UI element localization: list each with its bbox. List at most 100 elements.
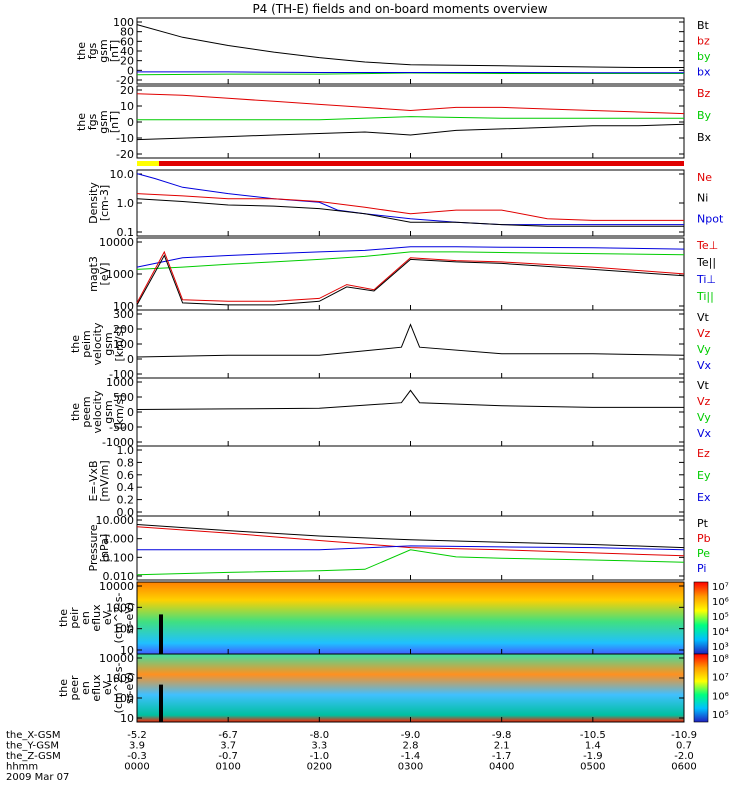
legend-Te||: Te|| (696, 256, 716, 269)
ytick-label: 20 (120, 84, 134, 97)
mode-bar-slow (137, 161, 159, 166)
legend-Npot: Npot (697, 212, 724, 225)
ytick-label: 1.000 (103, 533, 135, 546)
colorbar-label: 10⁶ (712, 597, 729, 608)
series-Ni (136, 198, 684, 227)
ytick-label: 1000 (106, 268, 134, 281)
colorbar-label: 10⁵ (712, 710, 729, 721)
orbit-value: 0100 (215, 762, 240, 773)
panel-7: 1.00.80.60.40.20.0 E=-VxB[mV/m] Ez Ey Ex (87, 444, 711, 519)
orbit-value: -1.9 (583, 751, 603, 762)
orbit-value: -5.2 (127, 730, 147, 741)
legend-Ti⊥: Ti⊥ (696, 273, 716, 286)
series-Pb (136, 526, 685, 557)
ytick-label: -20 (116, 148, 134, 161)
ytick-label: 100 (113, 338, 134, 351)
data-gap (159, 614, 163, 654)
orbit-value: -1.0 (310, 751, 330, 762)
ytick-label: 10 (120, 100, 134, 113)
ylabel: thefgsgsm[nT] (75, 110, 121, 133)
ylabel: E=-VxB[mV/m] (87, 460, 111, 501)
legend-Vx: Vx (697, 359, 712, 372)
colorbar-label: 10⁷ (712, 673, 729, 684)
orbit-value: 2.1 (494, 741, 510, 752)
ytick-label: 10 (120, 712, 134, 725)
orbit-value: 0.7 (676, 741, 692, 752)
ytick-label: 100 (113, 300, 134, 313)
orbit-value: -2.0 (674, 751, 694, 762)
series-Pe (136, 549, 685, 576)
ytick-label: 1.0 (117, 444, 135, 457)
ytick-label: 20 (120, 55, 134, 68)
legend-Pt: Pt (697, 517, 709, 530)
ytick-label: 0 (127, 64, 134, 77)
ytick-label: -1000 (102, 436, 134, 449)
ytick-label: 0.6 (117, 469, 135, 482)
ytick-label: 100 (113, 692, 134, 705)
legend-Bx: Bx (697, 131, 712, 144)
panel-10: 10⁸ 10⁷ 10⁶ 10⁵ 10000 1000 100 10thepeereneflux… (57, 652, 729, 725)
colorbar-label: 10⁵ (712, 612, 729, 623)
legend-bz: bz (697, 35, 710, 48)
legend-Ti||: Ti|| (696, 290, 714, 303)
ytick-label: 10.0 (110, 168, 135, 181)
ytick-label: 300 (113, 308, 134, 321)
orbit-value: -6.7 (218, 730, 238, 741)
ytick-label: -10 (116, 132, 134, 145)
legend-Te⊥: Te⊥ (696, 239, 718, 252)
orbit-value: -1.4 (401, 751, 421, 762)
legend-Vz: Vz (697, 327, 711, 340)
orbit-value: 0300 (398, 762, 423, 773)
ytick-label: 0 (127, 116, 134, 129)
ylabel: magt3[eV] (87, 256, 111, 292)
ytick-label: 60 (120, 35, 134, 48)
legend-Ez: Ez (697, 447, 710, 460)
ytick-label: -500 (109, 421, 134, 434)
ytick-label: -20 (116, 74, 134, 87)
panel-frame (136, 85, 685, 159)
ytick-label: 200 (113, 323, 134, 336)
orbit-value: -9.8 (492, 730, 512, 741)
series-Vt (136, 389, 684, 410)
ytick-label: 0 (127, 353, 134, 366)
colorbar-label: 10⁴ (712, 627, 729, 638)
series-by (136, 72, 684, 76)
legend-Vy: Vy (697, 411, 711, 424)
ytick-label: 10000 (99, 236, 134, 249)
ylabel: thefgsgsm[nT] (75, 39, 121, 62)
legend-Bz: Bz (697, 87, 711, 100)
panel-5: 300 200 100 0 -100 thepeimvelocitygsm[km/s] Vt… (69, 308, 712, 381)
series-bx (137, 71, 684, 74)
ytick-label: 0.4 (117, 481, 135, 494)
panel-2: 20 10 0 -10 -20 thefgsgsm[nT] Bz By Bx (75, 84, 712, 161)
ytick-label: 1000 (106, 601, 134, 614)
colorbar (693, 581, 709, 655)
ytick-label: 100 (113, 16, 134, 29)
orbit-value: -10.9 (671, 730, 697, 741)
series-Ti|| (136, 251, 685, 270)
spectrogram (137, 582, 684, 654)
ytick-label: -100 (109, 368, 134, 381)
ylabel: thepeerenefluxeV(cm^2-s-sr-eV) (57, 663, 136, 714)
legend-Pi: Pi (697, 562, 706, 575)
ytick-label: 10000 (99, 580, 134, 593)
ytick-label: 0.100 (103, 551, 135, 564)
ytick-label: 10000 (99, 652, 134, 665)
ytick-label: 40 (120, 45, 134, 58)
orbit-value: -0.3 (127, 751, 147, 762)
orbit-value: -9.0 (401, 730, 421, 741)
legend-Vx: Vx (697, 427, 712, 440)
ytick-label: 0.1 (117, 226, 135, 239)
colorbar-label: 10⁷ (712, 582, 729, 593)
series-Vt (136, 323, 685, 358)
spectrogram (137, 654, 684, 722)
legend-Ey: Ey (697, 469, 711, 482)
series-Bx (136, 123, 685, 141)
panel-frame (136, 309, 685, 379)
series-Ti⊥ (136, 246, 685, 268)
panel-3: 10.0 1.0 0.1 Density[cm-3] Ne Ni Npot (87, 168, 724, 239)
panel-6: 1000 500 0 -500 -1000 thepeemvelocitygsm[km/s… (69, 376, 712, 449)
